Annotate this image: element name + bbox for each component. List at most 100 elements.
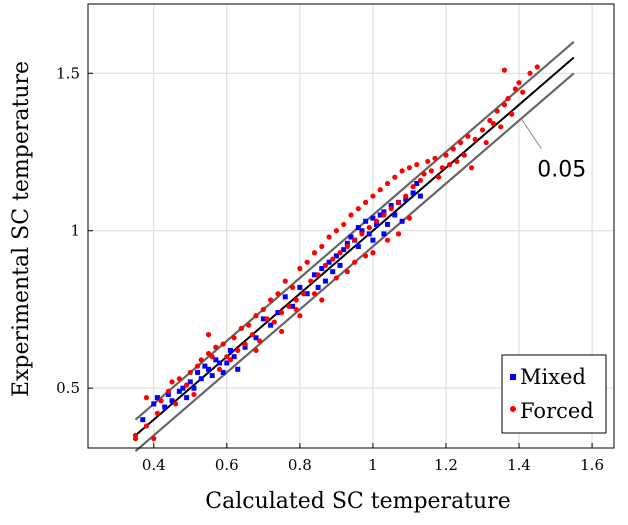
data-point-mixed bbox=[333, 253, 339, 259]
data-point-mixed bbox=[220, 369, 226, 375]
legend-forced-marker bbox=[510, 406, 516, 412]
data-point-mixed bbox=[297, 284, 303, 290]
data-point-forced bbox=[238, 325, 245, 331]
data-point-mixed bbox=[140, 417, 146, 423]
data-point-forced bbox=[282, 278, 288, 284]
data-point-forced bbox=[355, 206, 361, 212]
data-point-forced bbox=[184, 382, 190, 388]
data-point-forced bbox=[428, 168, 434, 174]
data-point-forced bbox=[501, 102, 508, 108]
data-point-forced bbox=[253, 313, 259, 319]
data-point-forced bbox=[439, 165, 445, 171]
data-point-mixed bbox=[337, 262, 343, 268]
data-point-forced bbox=[253, 347, 259, 353]
data-point-mixed bbox=[206, 366, 212, 372]
data-point-forced bbox=[297, 313, 303, 319]
data-point-forced bbox=[395, 199, 402, 205]
data-point-mixed bbox=[414, 180, 420, 186]
plot-frame bbox=[87, 3, 615, 449]
data-point-forced bbox=[421, 171, 427, 177]
data-point-forced bbox=[319, 243, 325, 250]
data-point-forced bbox=[527, 70, 533, 76]
y-tick-label: 1 bbox=[70, 222, 80, 240]
data-point-forced bbox=[512, 86, 518, 92]
data-point-forced bbox=[173, 401, 179, 407]
data-point-mixed bbox=[176, 388, 182, 394]
y-tick-label: 1.5 bbox=[56, 64, 80, 82]
data-point-mixed bbox=[304, 291, 310, 297]
data-point-forced bbox=[286, 303, 292, 309]
data-point-forced bbox=[479, 127, 486, 133]
data-point-mixed bbox=[209, 373, 215, 379]
legend: Mixed Forced bbox=[501, 354, 607, 434]
data-point-forced bbox=[158, 398, 164, 404]
data-point-mixed bbox=[290, 303, 296, 309]
data-point-forced bbox=[406, 215, 413, 221]
data-point-mixed bbox=[322, 278, 328, 284]
data-point-forced bbox=[505, 95, 511, 102]
data-point-forced bbox=[322, 262, 329, 268]
data-point-mixed bbox=[363, 218, 369, 224]
data-point-forced bbox=[436, 174, 442, 180]
data-point-mixed bbox=[191, 385, 197, 391]
data-point-mixed bbox=[242, 344, 248, 350]
data-point-forced bbox=[352, 259, 358, 265]
data-point-forced bbox=[454, 158, 460, 165]
data-point-mixed bbox=[417, 193, 423, 199]
data-point-forced bbox=[359, 231, 365, 237]
data-point-mixed bbox=[403, 196, 409, 202]
data-point-forced bbox=[132, 432, 139, 439]
data-point-forced bbox=[198, 357, 204, 363]
data-point-mixed bbox=[348, 234, 354, 240]
data-point-forced bbox=[271, 319, 277, 325]
data-point-forced bbox=[406, 165, 413, 171]
data-point-forced bbox=[370, 250, 376, 256]
data-point-forced bbox=[363, 253, 369, 259]
data-point-mixed bbox=[235, 366, 241, 372]
data-point-forced bbox=[278, 328, 285, 335]
data-point-forced bbox=[143, 395, 150, 401]
data-point-forced bbox=[268, 297, 274, 303]
data-point-mixed bbox=[268, 322, 274, 328]
tick-labels: 0.4 0.6 0.8 1 1.2 1.4 1.6 0.5 1 1.5 bbox=[56, 64, 604, 474]
data-point-forced bbox=[300, 291, 307, 297]
data-point-forced bbox=[461, 152, 467, 158]
data-point-mixed bbox=[282, 294, 288, 300]
data-point-forced bbox=[257, 338, 263, 344]
data-point-forced bbox=[311, 250, 318, 256]
data-points bbox=[132, 64, 540, 442]
annotation-label: 0.05 bbox=[537, 158, 586, 183]
data-point-forced bbox=[333, 228, 339, 234]
data-point-forced bbox=[417, 177, 424, 183]
data-point-forced bbox=[205, 332, 212, 338]
x-tick-label: 0.8 bbox=[288, 456, 312, 474]
data-point-mixed bbox=[231, 354, 237, 360]
data-point-forced bbox=[187, 369, 193, 376]
data-point-forced bbox=[487, 117, 493, 124]
data-point-forced bbox=[260, 306, 266, 313]
data-point-mixed bbox=[359, 228, 365, 234]
data-point-mixed bbox=[392, 212, 398, 218]
legend-box bbox=[501, 354, 607, 434]
data-point-mixed bbox=[260, 316, 266, 322]
data-point-mixed bbox=[319, 266, 325, 272]
data-point-mixed bbox=[162, 404, 168, 410]
data-point-forced bbox=[191, 391, 197, 398]
data-point-forced bbox=[235, 347, 241, 353]
data-point-forced bbox=[337, 250, 343, 256]
data-point-mixed bbox=[195, 369, 201, 375]
data-point-forced bbox=[384, 237, 391, 243]
data-point-forced bbox=[194, 363, 201, 369]
data-point-mixed bbox=[355, 225, 361, 231]
y-axis-title: Experimental SC temperature bbox=[9, 61, 34, 397]
data-point-forced bbox=[293, 306, 299, 313]
data-point-mixed bbox=[344, 240, 350, 246]
data-point-mixed bbox=[180, 385, 186, 391]
data-point-forced bbox=[311, 291, 318, 297]
data-point-forced bbox=[246, 322, 252, 328]
y-tick-label: 0.5 bbox=[56, 379, 80, 397]
data-point-mixed bbox=[341, 247, 347, 253]
x-tick-label: 0.4 bbox=[142, 456, 166, 474]
data-point-forced bbox=[326, 234, 332, 240]
